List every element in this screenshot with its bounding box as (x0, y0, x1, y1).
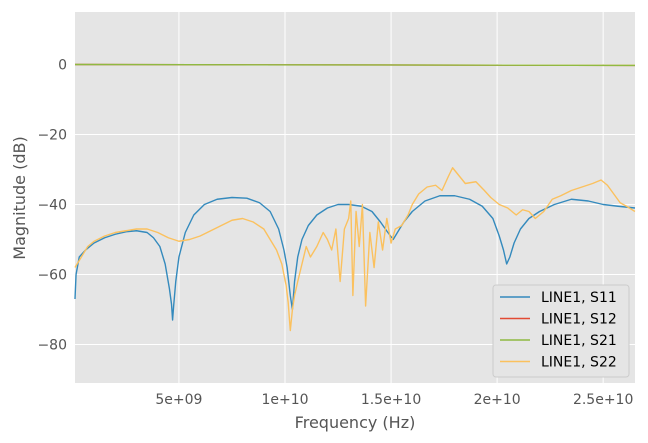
legend-label: LINE1, S11 (541, 290, 617, 306)
series-line-4 (74, 167, 636, 332)
legend-label: LINE1, S12 (541, 312, 617, 328)
series-layer (74, 63, 636, 332)
x-tick-label: 1.5e+10 (361, 392, 421, 408)
x-tick-label: 2e+10 (474, 392, 521, 408)
legend-label: LINE1, S21 (541, 333, 617, 349)
x-axis-label: Frequency (Hz) (295, 413, 416, 432)
legend: LINE1, S11 LINE1, S12 LINE1, S21 LINE1, S22 (492, 284, 630, 378)
x-tick-label: 2.5e+10 (573, 392, 633, 408)
x-tick-label: 5e+09 (155, 392, 202, 408)
y-tick-label: −60 (37, 268, 67, 284)
series-line-1 (74, 195, 636, 321)
y-tick-label: −20 (37, 128, 67, 144)
x-tick-label: 1e+10 (261, 392, 308, 408)
legend-box (492, 284, 630, 378)
legend-label: LINE1, S22 (541, 355, 617, 371)
x-axis: 5e+09 1e+10 1.5e+10 2e+10 2.5e+10 (155, 392, 633, 408)
y-axis: 0 −20 −40 −60 −80 (37, 58, 67, 354)
series-line-3 (74, 63, 636, 67)
y-tick-label: −40 (37, 198, 67, 214)
y-tick-label: −80 (37, 338, 67, 354)
y-axis-label: Magnitude (dB) (10, 136, 29, 259)
y-tick-label: 0 (58, 58, 67, 74)
